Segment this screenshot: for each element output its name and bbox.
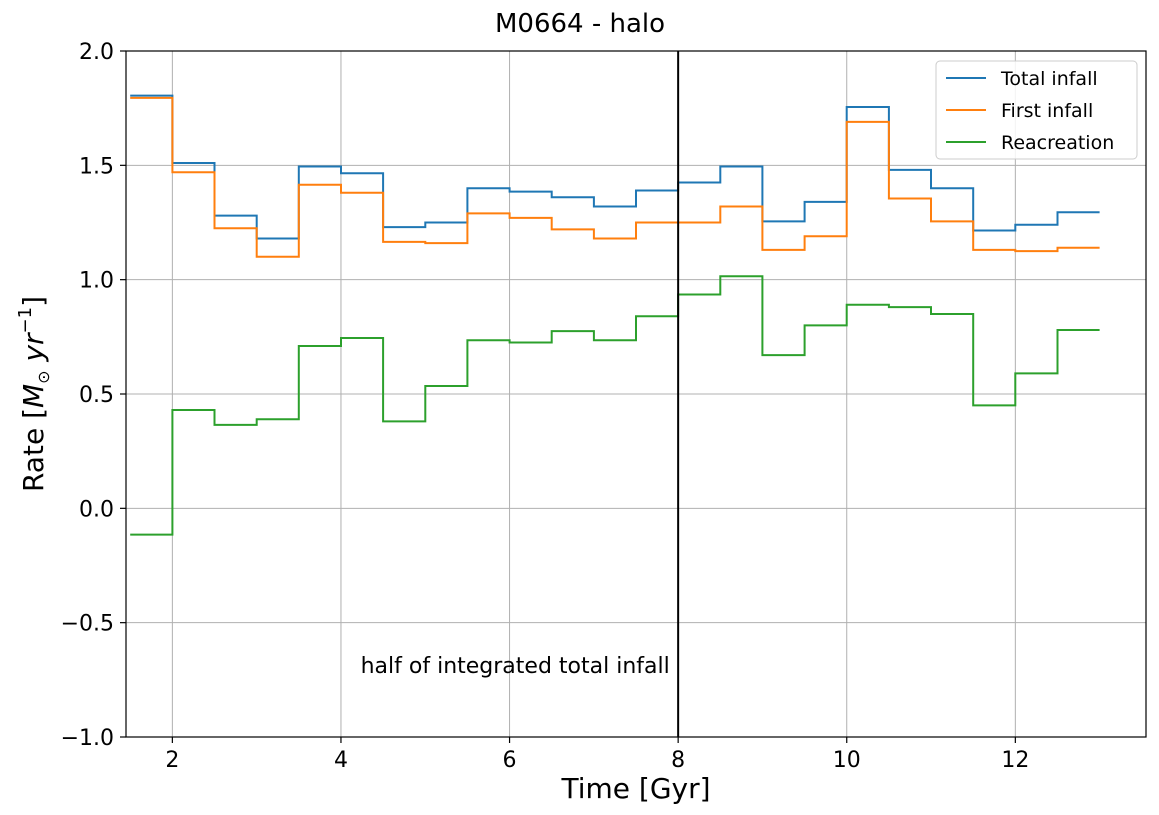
y-tick-label: 1.5 (79, 154, 114, 179)
legend-label-0: Total infall (1000, 68, 1098, 90)
legend-label-2: Reacreation (1001, 132, 1114, 154)
legend: Total infall First infall Reacreation (935, 60, 1138, 160)
y-tick-label: 2.0 (79, 40, 114, 65)
x-tick-label: 6 (503, 748, 517, 773)
legend-label-1: First infall (1001, 100, 1093, 122)
x-tick-label: 10 (833, 748, 861, 773)
x-tick-label: 2 (165, 748, 179, 773)
y-tick-label: 0.0 (79, 497, 114, 522)
x-tick-label: 12 (1001, 748, 1029, 773)
legend-box (935, 60, 1138, 160)
series-line-2 (130, 275, 1100, 536)
series-lines (130, 94, 1100, 536)
y-tick-label: 1.0 (79, 269, 114, 294)
y-axis: −1.0 −0.5 0.0 0.5 1.0 1.5 2.0 (61, 40, 126, 751)
y-tick-label: −0.5 (61, 612, 114, 637)
annotation-text: half of integrated total infall (361, 654, 670, 679)
grid (126, 50, 1146, 738)
y-tick-label: −1.0 (61, 726, 114, 751)
chart-title: M0664 - halo (495, 9, 665, 39)
y-axis-label: Rate [M⊙ yr−1] (15, 296, 53, 492)
series-line-1 (130, 96, 1100, 258)
x-axis: 2 4 6 8 10 12 (165, 737, 1029, 773)
x-axis-label: Time [Gyr] (560, 772, 710, 805)
x-tick-label: 4 (334, 748, 348, 773)
y-tick-label: 0.5 (79, 383, 114, 408)
x-tick-label: 8 (671, 748, 685, 773)
